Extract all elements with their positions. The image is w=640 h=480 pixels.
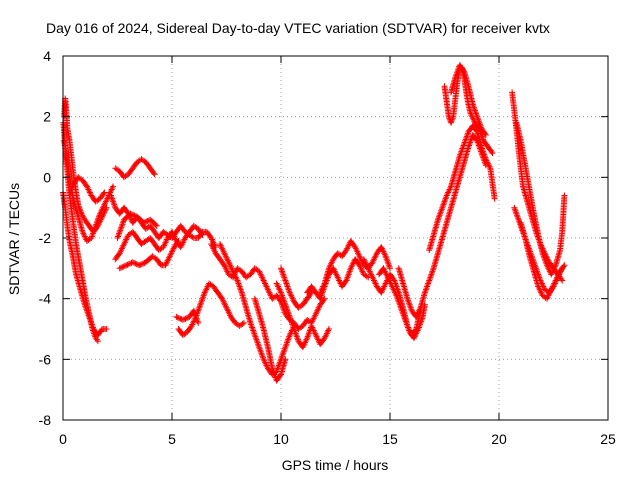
data-point-marker — [488, 148, 495, 155]
x-tick-label: 5 — [168, 431, 176, 447]
data-point-marker — [103, 326, 110, 332]
data-point-marker — [130, 211, 137, 218]
data-point-marker — [177, 315, 184, 322]
y-axis-label: SDTVAR / TECUs — [6, 183, 22, 295]
data-point-marker — [173, 313, 180, 320]
data-point-marker — [175, 238, 182, 244]
data-point-marker — [282, 356, 289, 363]
data-point-marker — [152, 221, 159, 228]
data-point-marker — [150, 170, 157, 177]
data-markers — [60, 62, 568, 384]
data-point-marker — [326, 326, 332, 332]
data-point-marker — [174, 239, 181, 246]
data-point-marker — [195, 319, 202, 326]
data-point-marker — [181, 316, 188, 323]
data-point-marker — [179, 316, 186, 323]
x-tick-label: 20 — [491, 431, 507, 447]
x-tick-labels: 0 5 10 15 20 25 — [59, 431, 616, 447]
data-point-marker — [482, 131, 489, 138]
data-point-marker — [561, 262, 568, 269]
data-point-marker — [183, 315, 190, 322]
x-tick-label: 25 — [600, 431, 616, 447]
data-point-marker — [559, 277, 566, 284]
data-point-marker — [320, 296, 327, 303]
data-point-marker — [491, 195, 498, 202]
data-point-marker — [110, 183, 117, 190]
data-point-marker — [166, 254, 173, 261]
data-point-marker — [199, 232, 206, 238]
data-point-marker — [123, 262, 130, 269]
data-point-marker — [137, 261, 144, 268]
y-tick-label: -4 — [39, 291, 52, 307]
data-point-marker — [251, 295, 258, 302]
x-tick-label: 10 — [273, 431, 289, 447]
x-axis-label: GPS time / hours — [282, 457, 389, 473]
data-point-marker — [121, 262, 128, 269]
data-point-marker — [489, 150, 496, 157]
data-point-marker — [100, 190, 107, 197]
data-point-marker — [238, 288, 245, 295]
x-tick-label: 15 — [382, 431, 398, 447]
data-point-marker — [127, 210, 134, 217]
data-point-marker — [387, 265, 393, 272]
y-tick-label: 2 — [43, 109, 51, 125]
axis-ticks — [62, 55, 609, 421]
data-point-marker — [116, 265, 123, 272]
data-point-marker — [482, 130, 488, 137]
chart-title: Day 016 of 2024, Sidereal Day-to-day VTE… — [46, 20, 550, 36]
data-point-marker — [182, 315, 189, 322]
data-point-marker — [142, 219, 148, 226]
data-point-marker — [131, 259, 138, 266]
data-point-marker — [125, 261, 132, 268]
data-point-marker — [153, 222, 160, 229]
data-point-marker — [120, 263, 127, 270]
data-point-marker — [151, 171, 158, 178]
data-point-marker — [136, 262, 143, 269]
data-point-marker — [561, 192, 568, 199]
data-point-marker — [240, 319, 247, 326]
data-point-marker — [143, 218, 150, 225]
data-point-marker — [124, 261, 131, 268]
y-tick-label: 4 — [43, 48, 51, 64]
y-tick-label: -8 — [39, 412, 52, 428]
data-point-marker — [119, 264, 126, 271]
y-tick-labels: -8 -6 -4 -2 0 2 4 — [39, 48, 52, 428]
data-point-marker — [560, 263, 567, 270]
data-point-marker — [176, 315, 182, 322]
data-point-marker — [138, 261, 145, 268]
data-point-marker — [101, 189, 108, 196]
data-point-marker — [174, 314, 181, 321]
y-tick-label: 0 — [43, 169, 51, 185]
x-tick-label: 0 — [59, 431, 67, 447]
data-point-marker — [118, 264, 124, 271]
data-point-marker — [94, 338, 101, 345]
data-point-marker — [277, 372, 284, 379]
data-point-marker — [239, 320, 246, 327]
data-point-marker — [133, 261, 140, 268]
data-point-marker — [140, 260, 147, 267]
data-point-marker — [128, 211, 135, 218]
data-point-marker — [132, 260, 139, 267]
data-point-marker — [140, 219, 147, 226]
data-point-marker — [198, 230, 205, 237]
grid-lines — [63, 56, 608, 420]
y-tick-label: -2 — [39, 230, 52, 246]
data-point-marker — [460, 67, 467, 73]
data-point-marker — [129, 259, 136, 266]
data-point-marker — [342, 278, 349, 285]
data-point-marker — [131, 212, 138, 219]
y-tick-label: -6 — [39, 351, 52, 367]
data-point-marker — [127, 260, 134, 267]
